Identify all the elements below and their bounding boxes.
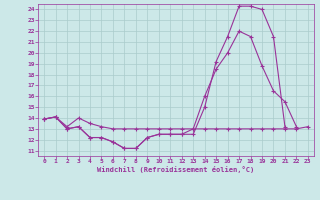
X-axis label: Windchill (Refroidissement éolien,°C): Windchill (Refroidissement éolien,°C) — [97, 166, 255, 173]
